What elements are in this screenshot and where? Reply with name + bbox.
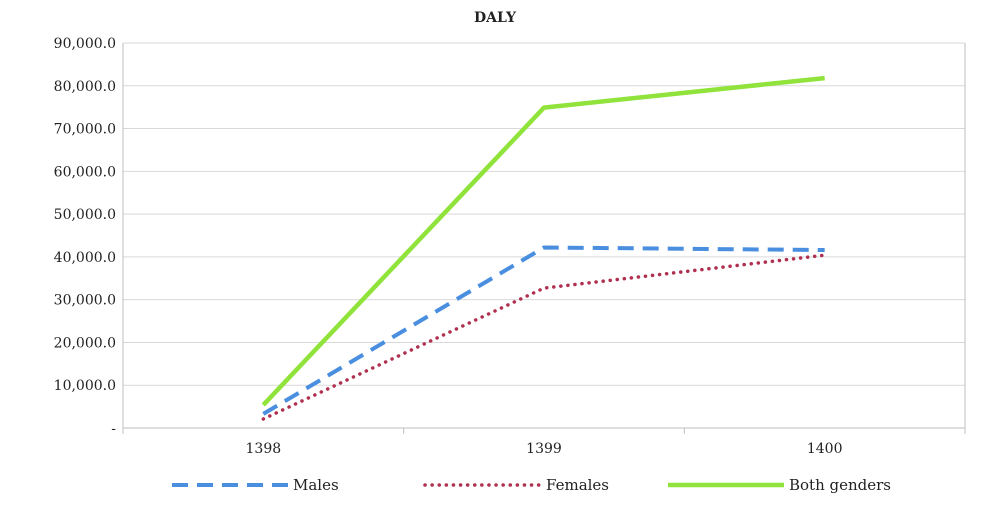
x-tick-label: 1400	[807, 441, 843, 457]
y-tick-label: 40,000.0	[54, 250, 116, 266]
x-axis-ticks: 1398 1399 1400	[122, 428, 966, 457]
y-tick-label: -	[111, 421, 116, 437]
y-tick-label: 90,000.0	[54, 36, 116, 52]
y-tick-label: 60,000.0	[54, 164, 116, 180]
legend: Males Females Both genders	[172, 476, 891, 494]
series-line-males	[262, 245, 825, 416]
legend-label: Males	[293, 476, 339, 494]
y-tick-label: 30,000.0	[54, 293, 116, 309]
legend-label: Females	[546, 476, 609, 494]
grid	[122, 42, 966, 429]
chart-title: DALY	[474, 10, 517, 26]
series-lines	[261, 75, 827, 421]
series-line-females	[261, 253, 827, 421]
x-tick-label: 1399	[526, 441, 562, 457]
legend-label: Both genders	[789, 476, 891, 494]
y-tick-label: 80,000.0	[54, 79, 116, 95]
y-tick-label: 70,000.0	[54, 122, 116, 138]
y-axis-ticks: - 10,000.0 20,000.0 30,000.0 40,000.0 50,000.…	[54, 36, 117, 437]
series-line-both-genders	[261, 75, 825, 407]
y-tick-label: 20,000.0	[54, 335, 116, 351]
x-tick-label: 1398	[246, 441, 282, 457]
y-tick-label: 50,000.0	[54, 207, 116, 223]
y-tick-label: 10,000.0	[54, 378, 116, 394]
